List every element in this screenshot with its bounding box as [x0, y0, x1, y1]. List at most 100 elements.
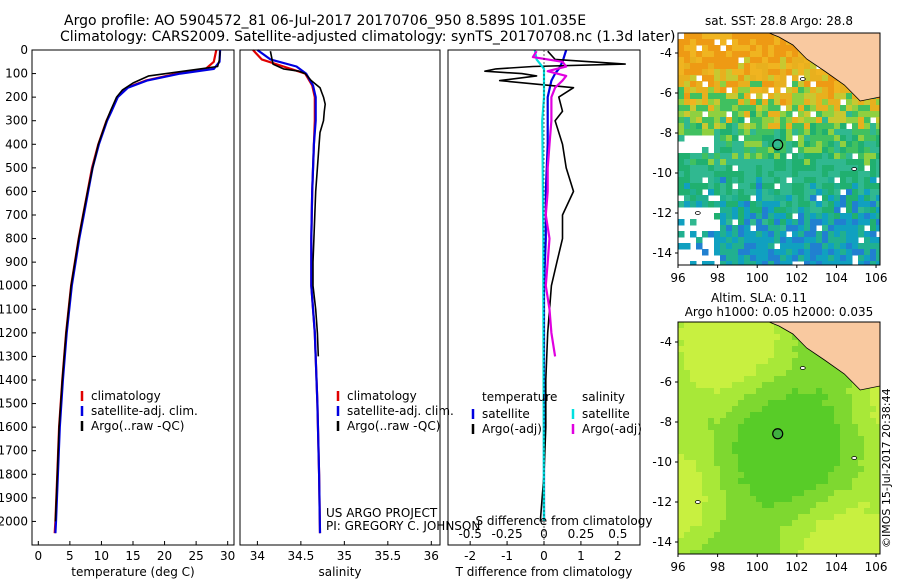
sla-map-cell: [786, 544, 793, 551]
sst-map-cell: [738, 39, 745, 46]
sst-map-cell: [726, 171, 733, 178]
sla-map-cell: [834, 436, 841, 443]
sst-map-cell: [834, 225, 841, 232]
sla-map-cell: [708, 514, 715, 521]
sst-map-cell: [780, 243, 787, 250]
sla-map-cell: [702, 334, 709, 341]
sla-map-cell: [750, 382, 757, 389]
sla-map-cell: [684, 478, 691, 485]
sla-map-cell: [696, 550, 703, 554]
sst-map-cell: [750, 63, 757, 70]
sst-map-cell: [750, 135, 757, 142]
sst-map-cell: [828, 243, 835, 250]
sla-map-cell: [738, 346, 745, 353]
sst-map-cell: [750, 129, 757, 136]
sla-map-cell: [768, 502, 775, 509]
sla-map-cell: [786, 394, 793, 401]
sla-map-cell: [678, 400, 685, 407]
sla-map-cell: [804, 442, 811, 449]
sst-map-cell: [744, 81, 751, 88]
sla-map-cell: [792, 544, 799, 551]
sla-map-cell: [720, 484, 727, 491]
sla-map-cell: [780, 334, 787, 341]
sst-map-x-tick-label: 100: [746, 271, 769, 285]
depth-tick-label: 300: [5, 114, 28, 128]
sst-map-cell: [768, 45, 775, 52]
sla-map-cell: [810, 430, 817, 437]
sla-map-cell: [696, 346, 703, 353]
sst-map-cell: [804, 81, 811, 88]
sst-map-cell: [690, 105, 697, 112]
sst-map-cell: [714, 51, 721, 58]
sla-map-cell: [690, 370, 697, 377]
sla-map-cell: [762, 406, 769, 413]
sla-map-cell: [810, 532, 817, 539]
sla-map-cell: [738, 340, 745, 347]
sla-map-cell: [840, 472, 847, 479]
sst-map-cell: [870, 177, 877, 184]
sst-map-cell: [864, 219, 871, 226]
sst-map-cell: [858, 183, 865, 190]
sla-map-cell: [726, 496, 733, 503]
sla-map-cell: [768, 472, 775, 479]
sst-map-cell: [780, 231, 787, 238]
sla-map-cell: [768, 478, 775, 485]
sst-map-cell: [762, 87, 769, 94]
sla-map-cell: [798, 424, 805, 431]
sst-map-cell: [732, 243, 739, 250]
sst-map-cell: [804, 171, 811, 178]
depth-tick-label: 900: [5, 255, 28, 269]
sst-map-cell: [858, 141, 865, 148]
sla-map-cell: [768, 460, 775, 467]
sla-map-cell: [696, 436, 703, 443]
sla-map-cell: [864, 550, 871, 554]
sla-map-cell: [798, 466, 805, 473]
sst-map-cell: [738, 165, 745, 172]
sla-map-cell: [864, 412, 871, 419]
sla-map-cell: [762, 334, 769, 341]
sla-map-cell: [702, 454, 709, 461]
sst-map-cell: [762, 249, 769, 256]
sla-map-cell: [744, 346, 751, 353]
sst-map-cell: [732, 189, 739, 196]
diff-salinity-axis-title: S difference from climatology: [476, 514, 653, 528]
sst-map-cell: [750, 183, 757, 190]
sst-map-cell: [792, 63, 799, 70]
sst-map-cell: [786, 261, 793, 265]
sla-map-cell: [720, 502, 727, 509]
sla-map-cell: [726, 490, 733, 497]
sla-map-cell: [774, 346, 781, 353]
sla-map-cell: [690, 334, 697, 341]
sst-map-cell: [684, 105, 691, 112]
sla-map-cell: [726, 364, 733, 371]
sla-map-cell: [786, 370, 793, 377]
sst-map-cell: [786, 249, 793, 256]
sla-map-cell: [840, 532, 847, 539]
sla-map-cell: [852, 484, 859, 491]
sla-map-cell: [816, 364, 823, 371]
sla-map-cell: [756, 526, 763, 533]
sla-map-cell: [696, 400, 703, 407]
sst-map-cell: [690, 123, 697, 130]
sla-map-cell: [696, 460, 703, 467]
sla-map-cell: [840, 412, 847, 419]
sst-map-cell: [858, 105, 865, 112]
sst-map-cell: [762, 231, 769, 238]
depth-tick-label: 1300: [0, 349, 28, 363]
sla-map-cell: [696, 490, 703, 497]
sla-map-cell: [684, 514, 691, 521]
sla-map-cell: [792, 550, 799, 554]
sst-map-cell: [792, 225, 799, 232]
sla-map-cell: [792, 334, 799, 341]
sla-map-cell: [744, 334, 751, 341]
sst-map-cell: [852, 237, 859, 244]
sst-map-cell: [762, 135, 769, 142]
sla-map-cell: [846, 538, 853, 545]
sla-map-cell: [792, 484, 799, 491]
sla-map-cell: [828, 370, 835, 377]
sst-map-cell: [720, 207, 727, 214]
sla-map-cell: [756, 340, 763, 347]
sla-map-cell: [792, 418, 799, 425]
sst-map-cell: [822, 219, 829, 226]
sst-map-island: [851, 167, 858, 171]
